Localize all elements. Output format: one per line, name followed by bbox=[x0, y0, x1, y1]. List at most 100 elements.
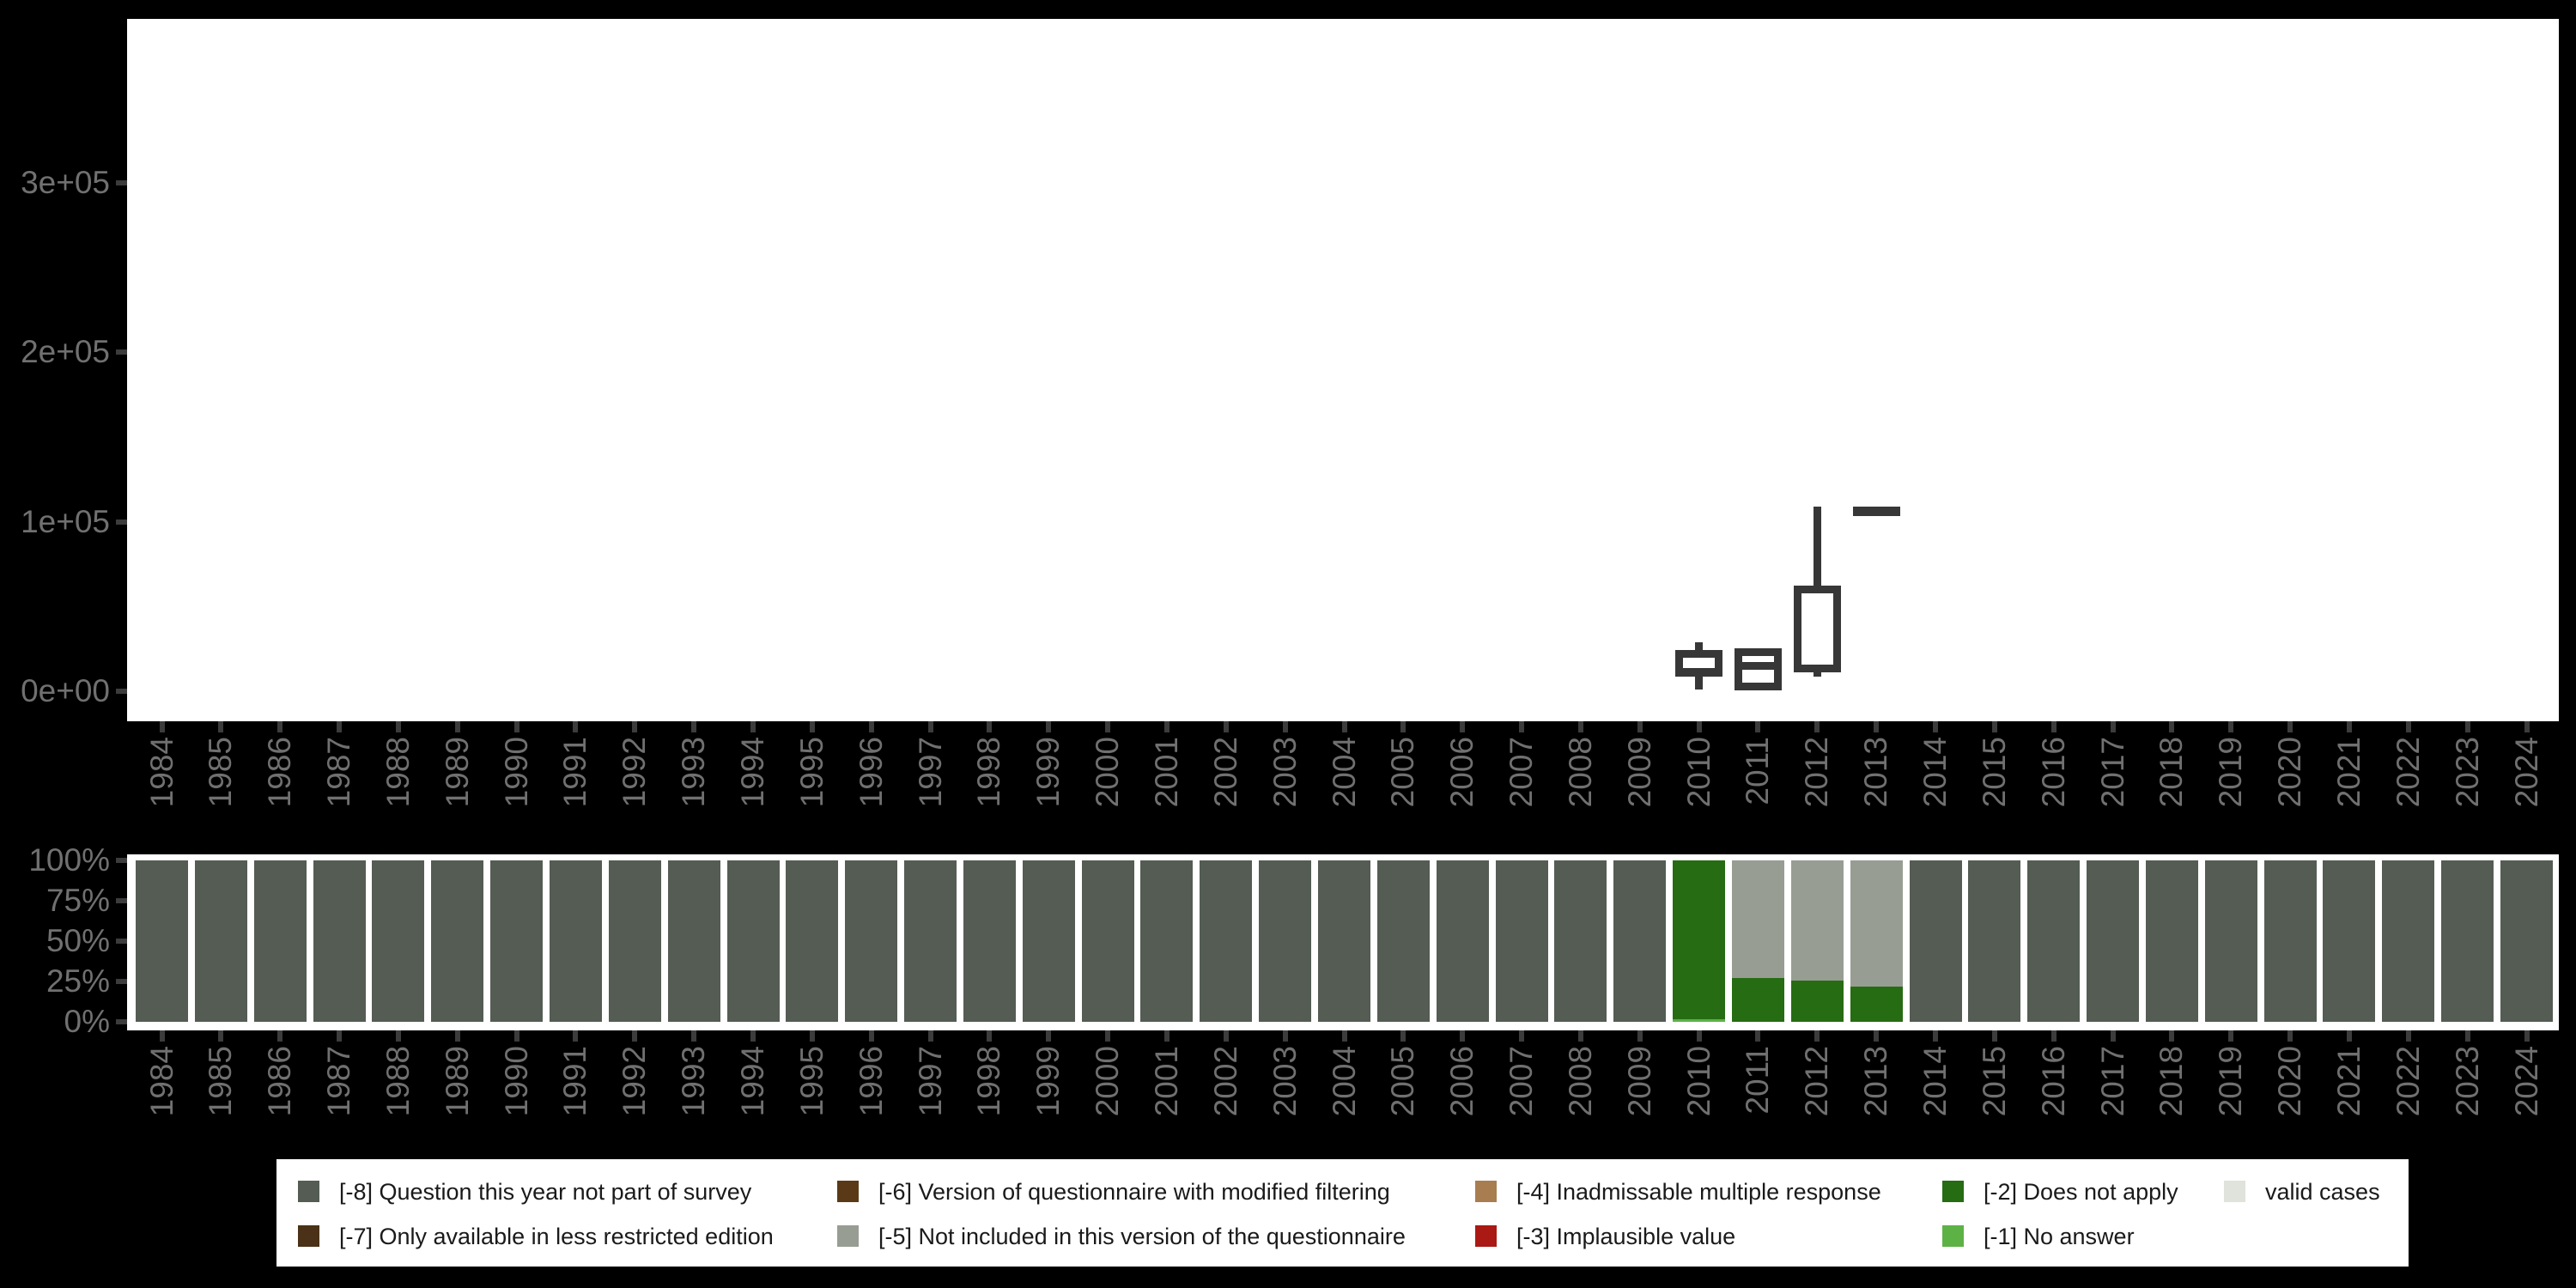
year-label: 1995 bbox=[793, 737, 829, 833]
year-label: 2002 bbox=[1207, 737, 1243, 833]
x-tick bbox=[1577, 1030, 1583, 1042]
legend-swatch--3 bbox=[1475, 1225, 1497, 1247]
year-label: 1989 bbox=[440, 737, 475, 833]
boxplot-median-2012 bbox=[1793, 665, 1841, 673]
year-label-text: 1993 bbox=[676, 1046, 712, 1117]
year-label: 2014 bbox=[1917, 1046, 1953, 1142]
bar-segment--8 bbox=[786, 860, 839, 1022]
x-tick bbox=[1223, 721, 1229, 732]
year-label: 1987 bbox=[321, 1046, 357, 1142]
year-label: 1988 bbox=[380, 1046, 416, 1142]
year-label-text: 2002 bbox=[1207, 1046, 1243, 1117]
year-label-text: 2001 bbox=[1148, 737, 1184, 808]
year-label-text: 2002 bbox=[1207, 737, 1243, 808]
bar-segment--8 bbox=[2204, 860, 2257, 1022]
year-label-text: 2013 bbox=[1858, 1046, 1894, 1117]
bar-segment--8 bbox=[549, 860, 602, 1022]
year-label-text: 2005 bbox=[1385, 737, 1421, 808]
bar-segment--8 bbox=[963, 860, 1016, 1022]
x-tick bbox=[2524, 721, 2530, 732]
year-label: 1993 bbox=[676, 1046, 712, 1142]
x-tick bbox=[2228, 721, 2234, 732]
whisker-upper bbox=[1695, 641, 1704, 650]
year-label: 2023 bbox=[2450, 737, 2485, 833]
legend-swatch--8 bbox=[298, 1181, 319, 1202]
year-label-text: 1997 bbox=[912, 1046, 948, 1117]
year-label: 2013 bbox=[1858, 1046, 1894, 1142]
y-axis-label: 0% bbox=[64, 1004, 110, 1039]
x-tick bbox=[1696, 1030, 1702, 1042]
year-label-text: 2007 bbox=[1504, 1046, 1540, 1117]
y-tick bbox=[116, 689, 127, 694]
year-label-text: 2024 bbox=[2508, 1046, 2544, 1117]
year-label: 2008 bbox=[1563, 737, 1598, 833]
x-tick bbox=[1046, 721, 1052, 732]
year-label-text: 2015 bbox=[1976, 737, 2012, 808]
year-label-text: 2020 bbox=[2272, 1046, 2308, 1117]
year-label-text: 2012 bbox=[1799, 1046, 1835, 1117]
year-label-text: 2004 bbox=[1326, 1046, 1362, 1117]
year-label: 2004 bbox=[1327, 1046, 1362, 1142]
year-label: 2019 bbox=[2213, 1046, 2248, 1142]
x-tick bbox=[1163, 721, 1170, 732]
x-tick bbox=[1814, 1030, 1820, 1042]
year-label: 1991 bbox=[557, 1046, 592, 1142]
year-label: 2014 bbox=[1917, 737, 1953, 833]
x-tick bbox=[2228, 1030, 2234, 1042]
x-tick bbox=[2110, 721, 2116, 732]
year-label-text: 2010 bbox=[1680, 737, 1716, 808]
bar-segment--8 bbox=[2263, 860, 2317, 1022]
bar-segment--8 bbox=[1968, 860, 2021, 1022]
x-tick bbox=[1637, 721, 1643, 732]
y-axis-label: 3e+05 bbox=[21, 164, 110, 200]
year-label: 1987 bbox=[321, 737, 356, 833]
y-axis-label: 25% bbox=[46, 963, 110, 999]
year-label: 2012 bbox=[1799, 1046, 1835, 1142]
bar-segment--8 bbox=[2382, 860, 2435, 1022]
year-label-text: 2018 bbox=[2154, 737, 2190, 808]
x-tick bbox=[2169, 1030, 2175, 1042]
year-label-text: 1997 bbox=[912, 737, 948, 808]
year-label: 2011 bbox=[1740, 1046, 1775, 1142]
year-label-text: 2012 bbox=[1799, 737, 1835, 808]
year-label-text: 2016 bbox=[2035, 737, 2071, 808]
bar-segment--8 bbox=[490, 860, 544, 1022]
year-label-text: 2022 bbox=[2390, 737, 2426, 808]
year-label-text: 1994 bbox=[735, 1046, 770, 1117]
x-tick bbox=[691, 1030, 697, 1042]
x-tick bbox=[2346, 1030, 2352, 1042]
year-label: 2003 bbox=[1267, 737, 1303, 833]
boxplot-flat-2013 bbox=[1852, 506, 1900, 516]
year-label-text: 2018 bbox=[2154, 1046, 2190, 1117]
legend-label--3: [-3] Implausible value bbox=[1516, 1223, 1736, 1249]
year-label-text: 2001 bbox=[1148, 1046, 1184, 1117]
year-label-text: 1999 bbox=[1030, 737, 1066, 808]
legend-label--8: [-8] Question this year not part of surv… bbox=[339, 1178, 752, 1205]
year-label-text: 1996 bbox=[853, 737, 889, 808]
year-label-text: 1995 bbox=[793, 737, 829, 808]
x-tick bbox=[1163, 1030, 1170, 1042]
year-label-text: 1988 bbox=[380, 737, 416, 808]
year-label-text: 2019 bbox=[2213, 737, 2249, 808]
x-tick bbox=[1460, 1030, 1466, 1042]
bar-segment--8 bbox=[2087, 860, 2140, 1022]
year-label-text: 1989 bbox=[439, 1046, 475, 1117]
year-label: 1986 bbox=[262, 1046, 297, 1142]
y-tick bbox=[116, 1019, 127, 1024]
year-label: 2000 bbox=[1090, 737, 1125, 833]
year-label: 2006 bbox=[1444, 737, 1479, 833]
x-tick bbox=[218, 1030, 224, 1042]
x-tick bbox=[454, 1030, 460, 1042]
legend-swatch--5 bbox=[837, 1225, 859, 1247]
bar-segment--8 bbox=[194, 860, 247, 1022]
year-label: 1991 bbox=[557, 737, 592, 833]
year-label-text: 2017 bbox=[2094, 1046, 2130, 1117]
year-label-text: 1987 bbox=[321, 1046, 357, 1117]
year-label-text: 2014 bbox=[1917, 1046, 1953, 1117]
x-tick bbox=[2287, 1030, 2293, 1042]
x-tick bbox=[1991, 721, 1997, 732]
x-tick bbox=[987, 721, 993, 732]
whisker-upper bbox=[1813, 506, 1821, 586]
year-label: 2009 bbox=[1622, 737, 1657, 833]
legend-label-valid: valid cases bbox=[2265, 1178, 2380, 1205]
